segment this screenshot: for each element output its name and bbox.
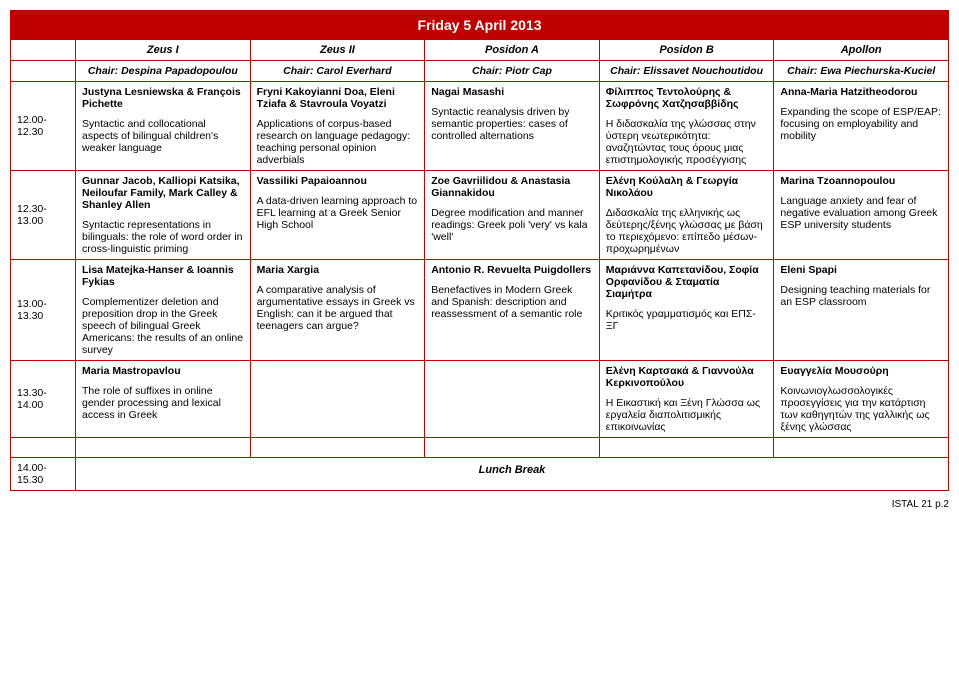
cell: Nagai Masashi Syntactic reanalysis driven… — [425, 82, 600, 171]
cell: Ελένη Κούλαλη & Γεωργία Νικολάου Διδασκαλ… — [599, 171, 774, 260]
chair-0: Chair: Despina Papadopoulou — [76, 61, 251, 82]
talk-title: Language anxiety and fear of negative ev… — [780, 195, 942, 231]
room-zeus2: Zeus II — [250, 40, 425, 61]
talk-title: Degree modification and manner readings:… — [431, 207, 593, 243]
authors: Maria Mastropavlou — [82, 365, 244, 377]
cell — [425, 361, 600, 438]
cell: Marina Tzoannopoulou Language anxiety and… — [774, 171, 949, 260]
cell: Fryni Kakoyianni Doa, Eleni Tziafa & Sta… — [250, 82, 425, 171]
room-posidonB: Posidon B — [599, 40, 774, 61]
chair-4: Chair: Ewa Piechurska-Kuciel — [774, 61, 949, 82]
authors: Vassiliki Papaioannou — [257, 175, 419, 187]
page-footer: ISTAL 21 p.2 — [10, 499, 949, 510]
lunch-label: Lunch Break — [76, 458, 949, 491]
time-slot: 13.30-14.00 — [11, 361, 76, 438]
talk-title: Benefactives in Modern Greek and Spanish… — [431, 284, 593, 320]
authors: Maria Xargia — [257, 264, 419, 276]
authors: Ευαγγελία Μουσούρη — [780, 365, 942, 377]
chair-3: Chair: Elissavet Nouchoutidou — [599, 61, 774, 82]
cell: Vassiliki Papaioannou A data-driven learn… — [250, 171, 425, 260]
schedule-table: Friday 5 April 2013 Zeus I Zeus II Posid… — [10, 10, 949, 491]
authors: Μαριάννα Καπετανίδου, Σοφία Ορφανίδου & … — [606, 264, 768, 300]
cell — [250, 361, 425, 438]
authors: Gunnar Jacob, Kalliopi Katsika, Neiloufa… — [82, 175, 244, 211]
cell: Gunnar Jacob, Kalliopi Katsika, Neiloufa… — [76, 171, 251, 260]
lunch-time: 14.00-15.30 — [11, 458, 76, 491]
chair-header-blank — [11, 61, 76, 82]
authors: Antonio R. Revuelta Puigdollers — [431, 264, 593, 276]
room-apollon: Apollon — [774, 40, 949, 61]
talk-title: Η διδασκαλία της γλώσσας στην ύστερη νεω… — [606, 118, 768, 166]
cell: Maria Xargia A comparative analysis of ar… — [250, 260, 425, 361]
chair-1: Chair: Carol Everhard — [250, 61, 425, 82]
authors: Ελένη Κούλαλη & Γεωργία Νικολάου — [606, 175, 768, 199]
spacer-row — [11, 438, 949, 458]
room-posidonA: Posidon A — [425, 40, 600, 61]
authors: Fryni Kakoyianni Doa, Eleni Tziafa & Sta… — [257, 86, 419, 110]
title-row: Friday 5 April 2013 — [11, 11, 949, 40]
cell: Justyna Lesniewska & François Pichette Sy… — [76, 82, 251, 171]
cell: Φίλιππος Τεντολούρης & Σωφρόνης Χατζησαβ… — [599, 82, 774, 171]
lunch-row: 14.00-15.30 Lunch Break — [11, 458, 949, 491]
chair-header-row: Chair: Despina Papadopoulou Chair: Carol… — [11, 61, 949, 82]
authors: Anna-Maria Hatzitheodorou — [780, 86, 942, 98]
authors: Eleni Spapi — [780, 264, 942, 276]
room-zeus1: Zeus I — [76, 40, 251, 61]
talk-title: Syntactic reanalysis driven by semantic … — [431, 106, 593, 142]
room-header-row: Zeus I Zeus II Posidon A Posidon B Apoll… — [11, 40, 949, 61]
cell: Zoe Gavriilidou & Anastasia Giannakidou D… — [425, 171, 600, 260]
authors: Φίλιππος Τεντολούρης & Σωφρόνης Χατζησαβ… — [606, 86, 768, 110]
chair-2: Chair: Piotr Cap — [425, 61, 600, 82]
authors: Marina Tzoannopoulou — [780, 175, 942, 187]
cell: Ελένη Καρτσακά & Γιαννούλα Κερκινοπούλου… — [599, 361, 774, 438]
time-slot: 12.30-13.00 — [11, 171, 76, 260]
cell: Anna-Maria Hatzitheodorou Expanding the s… — [774, 82, 949, 171]
table-row: 12.00-12.30 Justyna Lesniewska & Françoi… — [11, 82, 949, 171]
talk-title: The role of suffixes in online gender pr… — [82, 385, 244, 421]
cell: Μαριάννα Καπετανίδου, Σοφία Ορφανίδου & … — [599, 260, 774, 361]
cell: Antonio R. Revuelta Puigdollers Benefacti… — [425, 260, 600, 361]
talk-title: A comparative analysis of argumentative … — [257, 284, 419, 332]
cell: Eleni Spapi Designing teaching materials … — [774, 260, 949, 361]
talk-title: Κριτικός γραμματισμός και ΕΠΣ-ΞΓ — [606, 308, 768, 332]
talk-title: Syntactic representations in bilinguals:… — [82, 219, 244, 255]
authors: Ελένη Καρτσακά & Γιαννούλα Κερκινοπούλου — [606, 365, 768, 389]
talk-title: Κοινωνιογλωσσολογικές προσεγγίσεις για τ… — [780, 385, 942, 433]
cell: Lisa Matejka-Hanser & Ioannis Fykias Comp… — [76, 260, 251, 361]
talk-title: Expanding the scope of ESP/EAP: focusing… — [780, 106, 942, 142]
authors: Nagai Masashi — [431, 86, 593, 98]
table-row: 13.30-14.00 Maria Mastropavlou The role o… — [11, 361, 949, 438]
room-header-blank — [11, 40, 76, 61]
cell: Maria Mastropavlou The role of suffixes i… — [76, 361, 251, 438]
authors: Justyna Lesniewska & François Pichette — [82, 86, 244, 110]
talk-title: Applications of corpus-based research on… — [257, 118, 419, 166]
table-row: 13.00-13.30 Lisa Matejka-Hanser & Ioanni… — [11, 260, 949, 361]
authors: Lisa Matejka-Hanser & Ioannis Fykias — [82, 264, 244, 288]
page-title: Friday 5 April 2013 — [11, 11, 949, 40]
talk-title: Complementizer deletion and preposition … — [82, 296, 244, 356]
authors: Zoe Gavriilidou & Anastasia Giannakidou — [431, 175, 593, 199]
cell: Ευαγγελία Μουσούρη Κοινωνιογλωσσολογικές … — [774, 361, 949, 438]
talk-title: Designing teaching materials for an ESP … — [780, 284, 942, 308]
talk-title: Η Εικαστική και Ξένη Γλώσσα ως εργαλεία … — [606, 397, 768, 433]
talk-title: A data-driven learning approach to EFL l… — [257, 195, 419, 231]
table-row: 12.30-13.00 Gunnar Jacob, Kalliopi Katsi… — [11, 171, 949, 260]
talk-title: Διδασκαλία της ελληνικής ως δεύτερης/ξέν… — [606, 207, 768, 255]
time-slot: 13.00-13.30 — [11, 260, 76, 361]
talk-title: Syntactic and collocational aspects of b… — [82, 118, 244, 154]
time-slot: 12.00-12.30 — [11, 82, 76, 171]
